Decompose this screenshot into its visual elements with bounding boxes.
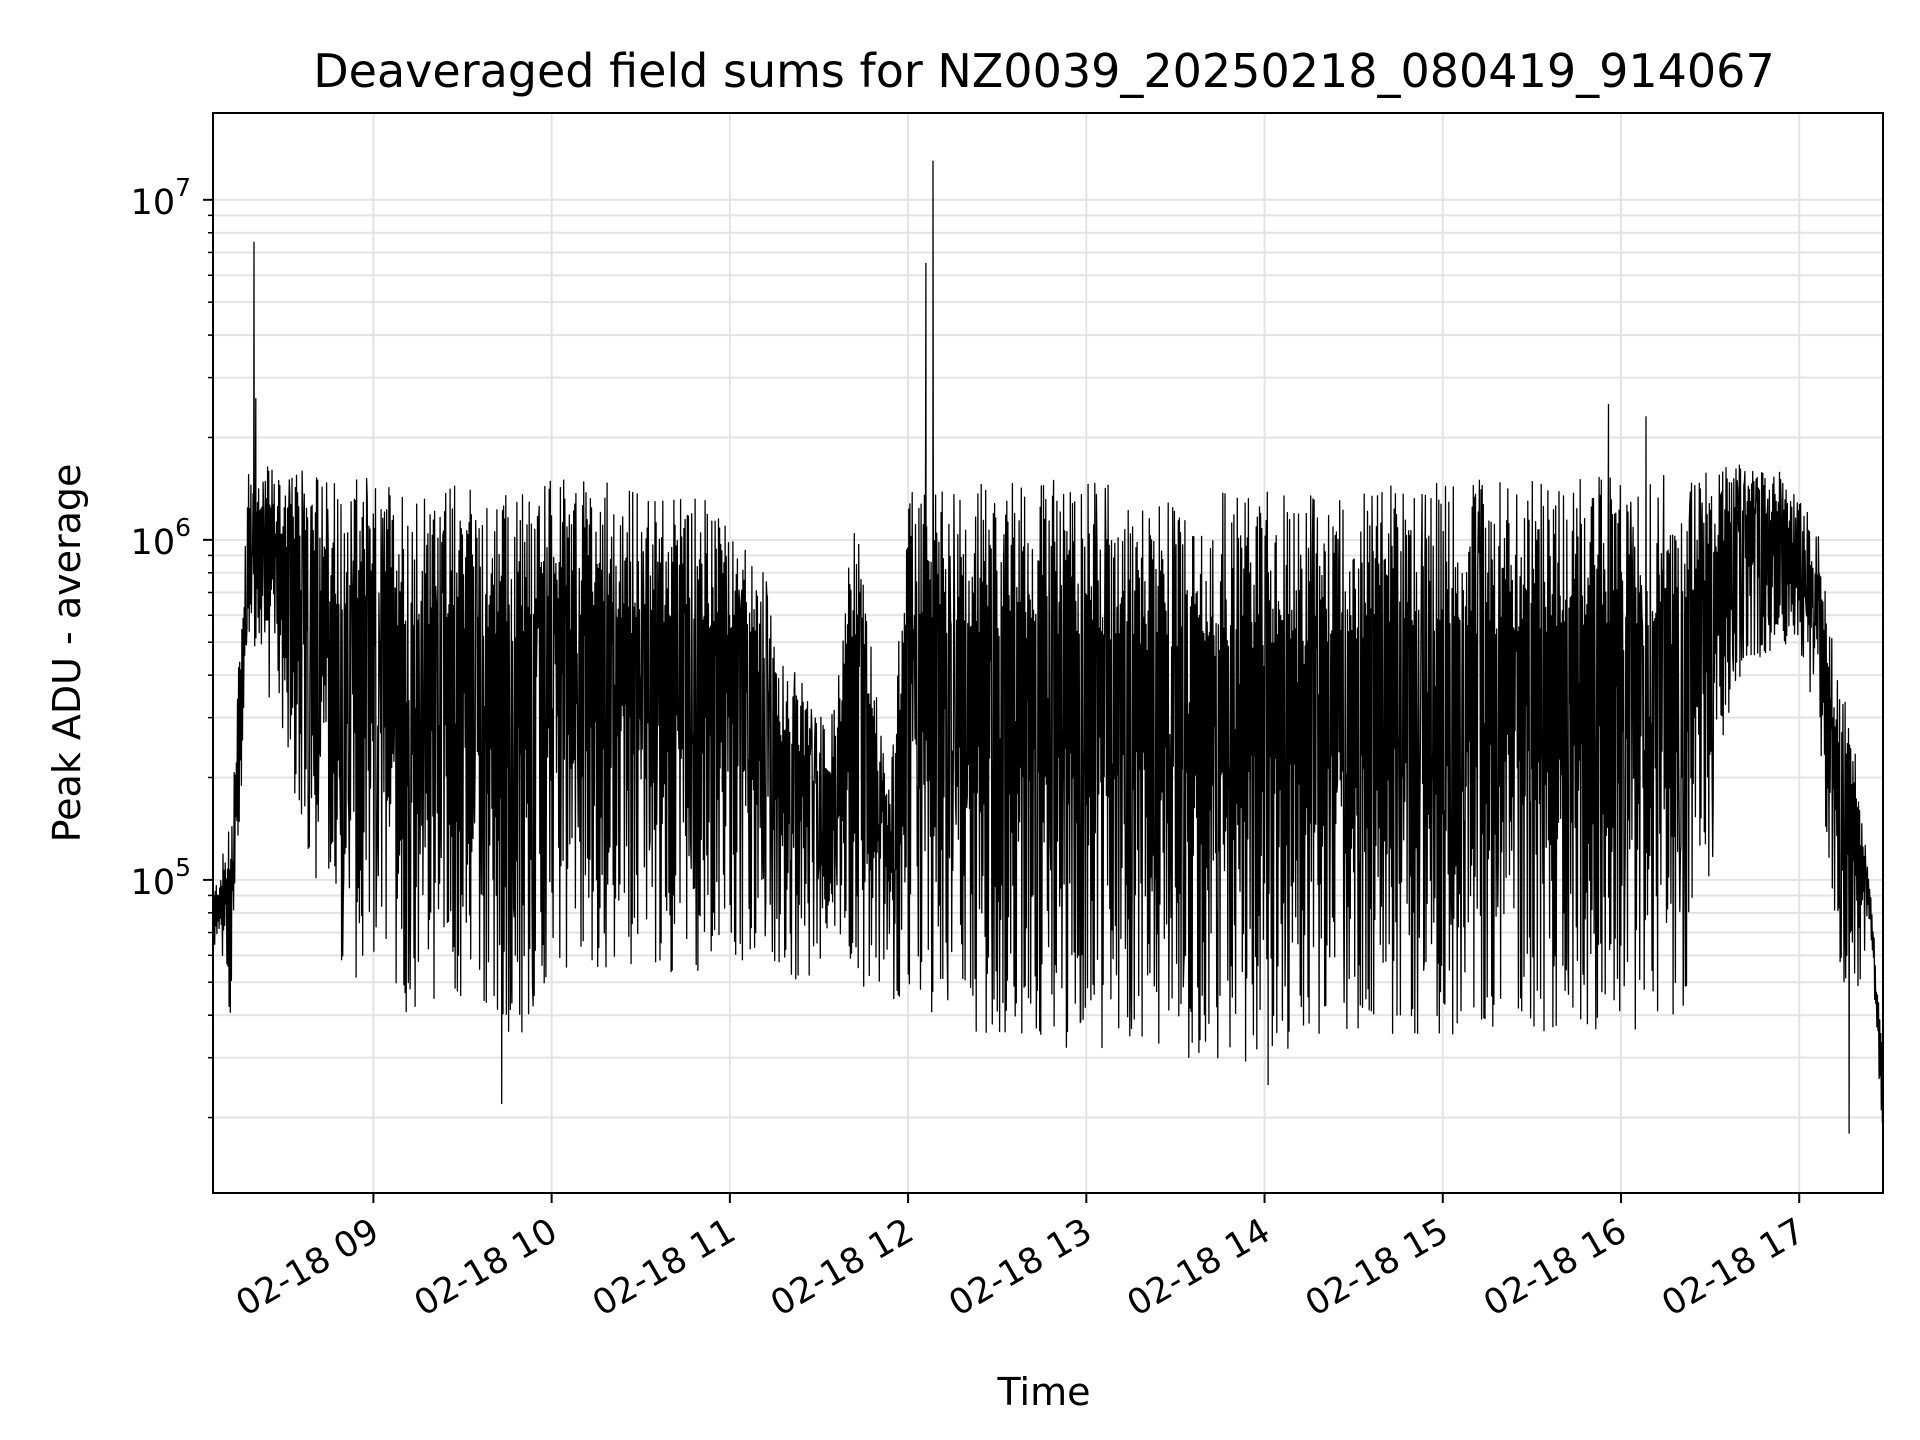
series-path bbox=[212, 160, 1884, 1134]
y-axis-label: Peak ADU - average bbox=[45, 464, 89, 843]
y-tick-label: 107 bbox=[131, 173, 191, 223]
plot-frame bbox=[212, 112, 1884, 1194]
x-axis-label: Time bbox=[997, 1370, 1091, 1414]
y-axis-ticks: 105 106 107 bbox=[131, 173, 213, 1119]
series-line bbox=[212, 160, 1884, 1134]
y-tick-label: 105 bbox=[131, 853, 191, 903]
y-tick-label: 106 bbox=[131, 513, 191, 563]
chart-title: Deaveraged field sums for NZ0039_2025021… bbox=[313, 44, 1774, 98]
